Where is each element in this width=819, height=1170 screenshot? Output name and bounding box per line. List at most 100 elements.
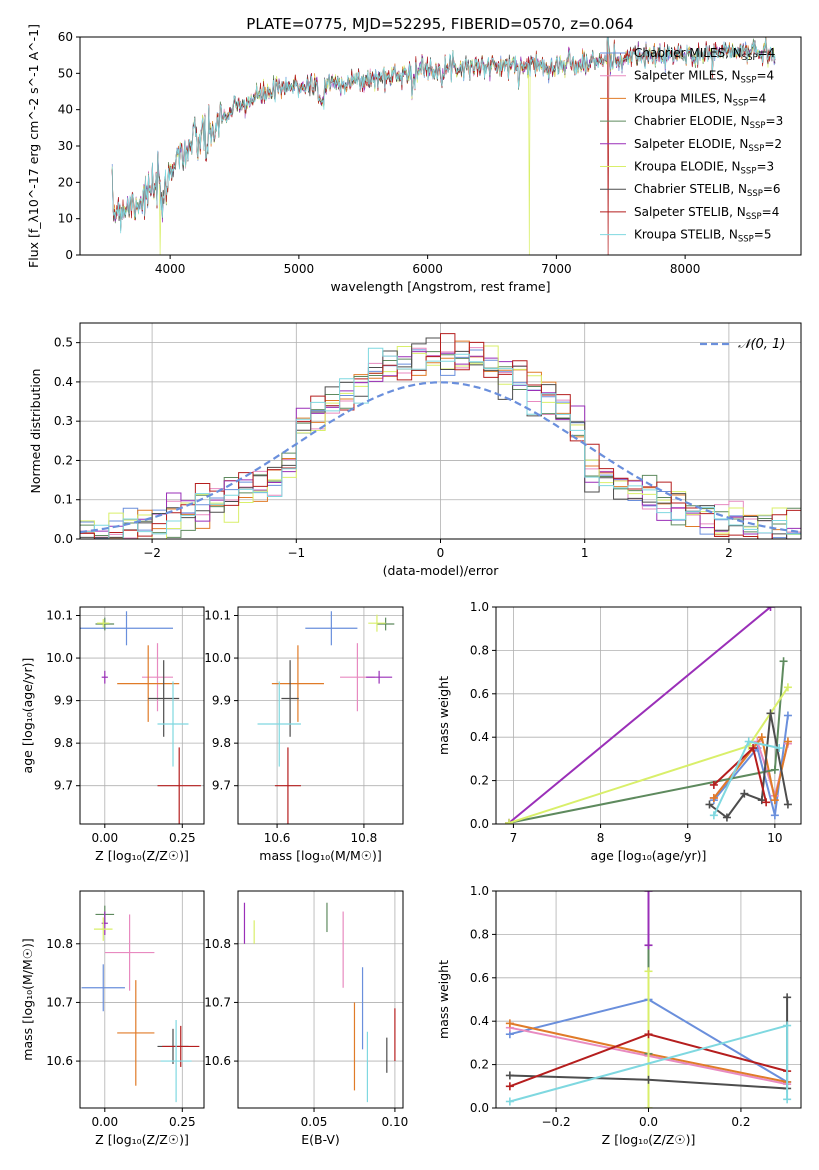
y-tick-label: 0.2 — [470, 1058, 489, 1072]
marker-kroupa-stelib — [709, 811, 718, 820]
x-tick-label: 7000 — [541, 262, 572, 276]
marker-chabrier-stelib — [644, 1075, 653, 1084]
marker-kroupa-elodie — [783, 683, 792, 692]
y-tick-label: 0.4 — [470, 730, 489, 744]
plot-area — [243, 902, 396, 1103]
y-tick-label: 10.7 — [204, 995, 231, 1009]
y-tick-label: 0.8 — [470, 927, 489, 941]
y-tick-label: 0.8 — [470, 643, 489, 657]
x-tick-label: 0 — [437, 546, 445, 560]
y-tick-label: 1.0 — [470, 600, 489, 614]
x-axis-label: wavelength [Angstrom, rest frame] — [330, 279, 550, 294]
y-tick-label: 0.3 — [54, 414, 73, 428]
y-tick-label: 10 — [58, 212, 73, 226]
marker-chabrier-elodie — [770, 765, 779, 774]
y-tick-label: 0.5 — [54, 336, 73, 350]
y-tick-label: 0.0 — [470, 817, 489, 831]
panel-residuals: −2 −1 0 1 2 0.0 0.1 0.2 0.3 0.4 0.5 (data-model)/er… — [28, 322, 802, 578]
y-tick-label: 0.0 — [470, 1101, 489, 1115]
plot-area — [80, 333, 801, 539]
y-tick-label: 40 — [58, 103, 73, 117]
marker-kroupa-elodie — [644, 1104, 653, 1108]
x-tick-label: −1 — [287, 546, 305, 560]
x-tick-label: 0.2 — [731, 1115, 750, 1129]
plot-area — [111, 37, 776, 255]
errorbar-chabrier-stelib — [148, 660, 180, 737]
errorbar-kroupa-elodie — [368, 614, 386, 632]
errorbar-chabrier-miles — [81, 964, 125, 1012]
marker-chabrier-elodie — [779, 657, 788, 666]
y-tick-label: 0.4 — [470, 1014, 489, 1028]
marker-kroupa-elodie — [505, 818, 514, 824]
marker-kroupa-miles — [770, 796, 779, 805]
errorbar-salpeter-elodie — [101, 670, 108, 684]
legend: Chabrier MILES, NSSP=4 Salpeter MILES, NS… — [600, 46, 783, 245]
marker-salpeter-stelib — [749, 744, 758, 753]
x-tick-label: 7 — [510, 831, 518, 845]
axes-frame — [237, 890, 404, 1109]
x-tick-label: −2 — [143, 546, 161, 560]
y-tick-label: 9.8 — [212, 736, 231, 750]
y-tick-label: 10.0 — [46, 651, 73, 665]
legend-entry-kroupa-stelib: Kroupa STELIB, NSSP=5 — [634, 228, 772, 245]
plot-area — [257, 611, 395, 824]
weight-line-salpeter-stelib — [713, 746, 768, 803]
marker-salpeter-stelib — [505, 1082, 514, 1091]
marker-salpeter-stelib — [709, 780, 718, 789]
errorbar-kroupa-miles — [117, 980, 155, 1086]
histogram-kroupa-stelib — [80, 347, 801, 539]
y-tick-label: 50 — [58, 66, 73, 80]
errorbar-chabrier-elodie — [95, 617, 115, 631]
legend-entry-salpeter-elodie: Salpeter ELODIE, NSSP=2 — [634, 137, 782, 154]
x-tick-label: 0.0 — [639, 1115, 658, 1129]
marker-kroupa-elodie — [644, 967, 653, 976]
panel-spectrum: 4000 5000 6000 7000 8000 0 10 20 30 40 50 60 wavelen… — [26, 24, 802, 294]
y-tick-label: 10.1 — [46, 609, 73, 623]
x-tick-label: 5000 — [284, 262, 315, 276]
legend-entry-salpeter-miles: Salpeter MILES, NSSP=4 — [634, 69, 774, 86]
y-tick-label: 0.4 — [54, 375, 73, 389]
errorbar-salpeter-stelib — [274, 747, 301, 824]
axes-frame — [79, 606, 205, 825]
marker-kroupa-miles — [709, 793, 718, 802]
marker-salpeter-elodie — [766, 607, 775, 611]
marker-chabrier-stelib — [783, 800, 792, 809]
x-tick-label: 0.05 — [301, 1115, 328, 1129]
y-tick-label: 10.6 — [204, 1054, 231, 1068]
x-tick-label: 0.00 — [91, 1115, 118, 1129]
y-tick-label: 9.9 — [54, 694, 73, 708]
errorbar-kroupa-elodie — [97, 618, 110, 628]
y-tick-label: 10.6 — [46, 1054, 73, 1068]
axes-frame — [79, 36, 802, 256]
marker-chabrier-stelib — [766, 709, 775, 718]
errorbar-kroupa-elodie — [93, 917, 113, 941]
marker-chabrier-stelib — [783, 993, 792, 1002]
plot-area — [505, 891, 792, 1108]
marker-chabrier-miles — [770, 811, 779, 820]
x-tick-label: 6000 — [412, 262, 443, 276]
errorbar-chabrier-stelib — [281, 660, 299, 737]
plot-area — [505, 607, 792, 824]
marker-chabrier-stelib — [705, 800, 714, 809]
marker-kroupa-miles — [757, 733, 766, 742]
legend-entry-salpeter-stelib: Salpeter STELIB, NSSP=4 — [634, 205, 779, 222]
x-axis-label: (data-model)/error — [383, 563, 500, 578]
marker-chabrier-miles — [783, 711, 792, 720]
y-tick-label: 9.9 — [212, 694, 231, 708]
x-axis-label: Z [log₁₀(Z/Z☉)] — [95, 848, 189, 863]
normal-curve — [80, 381, 801, 534]
x-axis-label: Z [log₁₀(Z/Z☉)] — [602, 1132, 696, 1147]
y-axis-label: mass [log₁₀(M/M☉)] — [20, 938, 35, 1060]
y-tick-label: 0.6 — [470, 687, 489, 701]
errorbar-chabrier-elodie — [376, 617, 395, 631]
marker-salpeter-stelib — [644, 1030, 653, 1039]
y-tick-label: 9.7 — [54, 779, 73, 793]
x-tick-label: 0.00 — [91, 831, 118, 845]
marker-kroupa-stelib — [505, 1097, 514, 1106]
axes-frame — [495, 606, 802, 825]
marker-chabrier-stelib — [505, 1071, 514, 1080]
y-tick-label: 10.7 — [46, 995, 73, 1009]
y-axis-label: mass weight — [436, 960, 451, 1039]
axes-frame — [79, 890, 205, 1109]
histogram-salpeter-stelib — [80, 333, 801, 539]
